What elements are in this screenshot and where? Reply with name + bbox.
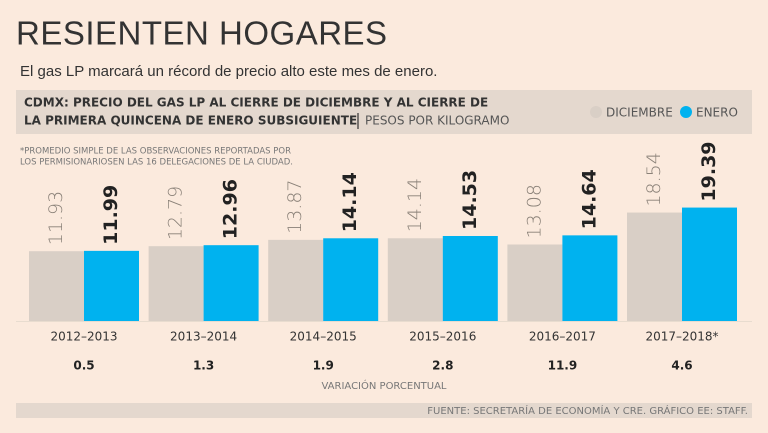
variation-value: 1.3 [193,359,214,373]
variation-value: 2.8 [432,359,453,373]
x-tick-label: 2016–2017 [529,330,596,344]
value-label: 18.54 [643,152,665,206]
variation-label: VARIACIÓN PORCENTUAL [321,379,446,392]
x-tick-label: 2013–2014 [170,330,237,344]
variation-value: 4.6 [671,359,692,373]
value-label: 14.14 [404,178,426,232]
x-tick-label: 2015–2016 [409,330,476,344]
bar [29,251,84,321]
bar [84,250,139,321]
value-label: 14.53 [459,170,481,230]
x-tick-label: 2012–2013 [50,330,117,344]
bar [442,235,498,321]
value-label: 13.87 [284,179,306,233]
bar [387,238,443,321]
source: FUENTE: SECRETARÍA DE ECONOMÍA Y CRE. GR… [427,404,748,417]
bar [627,212,682,321]
legend-label: DICIEMBRE [606,106,673,120]
bar [148,246,204,321]
chart-subtitle: El gas LP marcará un récord de precio al… [20,63,437,80]
legend-swatch [590,106,602,118]
bar [562,235,618,321]
value-label: 12.79 [165,186,187,240]
value-label: 11.93 [45,191,67,245]
legend-swatch [680,106,692,118]
bar [507,244,563,321]
bar [323,238,379,321]
unit-label: PESOS POR KILOGRAMO [365,114,509,128]
header-line: LA PRIMERA QUINCENA DE ENERO SUBSIGUIENT… [24,114,357,128]
note: LOS PERMISIONARIOSEN LAS 16 DELEGACIONES… [20,158,293,168]
bar [203,245,259,321]
variation-value: 11.9 [548,359,578,373]
x-tick-label: 2014–2015 [290,330,357,344]
value-label: 19.39 [698,141,720,201]
header-line: CDMX: PRECIO DEL GAS LP AL CIERRE DE DIC… [24,96,488,110]
bar [682,207,737,321]
variation-value: 0.5 [73,359,94,373]
bar [268,239,324,321]
value-label: 13.08 [523,184,545,238]
legend-label: ENERO [696,106,738,120]
value-label: 14.64 [578,169,600,229]
value-label: 11.99 [100,185,122,245]
header-band [16,90,752,134]
chart-title: RESIENTEN HOGARES [16,15,388,52]
note: *PROMEDIO SIMPLE DE LAS OBSERVACIONES RE… [20,147,291,157]
value-label: 14.14 [339,172,361,232]
value-label: 12.96 [220,179,242,239]
footer-band [16,403,752,418]
variation-value: 1.9 [313,359,334,373]
x-tick-label: 2017–2018* [645,330,718,344]
